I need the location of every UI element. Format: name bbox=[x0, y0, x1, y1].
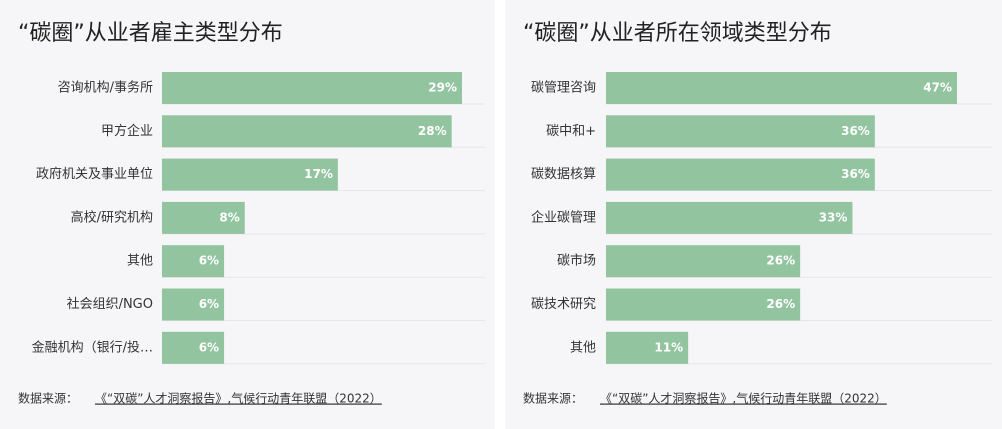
value-label: 26% bbox=[766, 297, 795, 311]
value-label: 6% bbox=[199, 297, 219, 311]
value-label: 6% bbox=[199, 254, 219, 268]
value-label: 17% bbox=[304, 167, 333, 181]
bar bbox=[606, 201, 853, 234]
value-label: 33% bbox=[819, 210, 848, 224]
bar bbox=[162, 245, 225, 278]
category-label: 碳技术研究 bbox=[531, 297, 596, 312]
category-label: 其他 bbox=[127, 254, 153, 269]
category-label: 高校/研究机构 bbox=[71, 209, 153, 225]
value-label: 36% bbox=[841, 167, 870, 181]
value-label: 26% bbox=[766, 254, 795, 268]
value-label: 6% bbox=[199, 340, 219, 354]
source-label: 数据来源： bbox=[18, 391, 78, 406]
bar bbox=[606, 331, 689, 364]
category-label: 咨询机构/事务所 bbox=[58, 80, 153, 96]
value-label: 47% bbox=[923, 81, 952, 95]
bar bbox=[162, 288, 225, 321]
bar bbox=[162, 158, 338, 191]
value-label: 29% bbox=[428, 81, 457, 95]
category-label: 碳数据核算 bbox=[531, 167, 596, 182]
bar bbox=[606, 115, 875, 148]
value-label: 11% bbox=[654, 340, 683, 354]
bar bbox=[162, 72, 462, 104]
category-label: 社会组织/NGO bbox=[67, 296, 153, 312]
chart-title: “碳圈”从业者雇主类型分布 bbox=[18, 21, 283, 46]
category-label: 碳中和+ bbox=[546, 124, 596, 139]
value-label: 28% bbox=[418, 124, 447, 138]
chart-title: “碳圈”从业者所在领域类型分布 bbox=[523, 21, 832, 46]
value-label: 8% bbox=[219, 210, 239, 224]
category-label: 企业碳管理 bbox=[531, 209, 596, 225]
bar bbox=[162, 201, 245, 234]
value-label: 36% bbox=[841, 124, 870, 138]
bar bbox=[606, 72, 957, 104]
category-label: 金融机构（银行/投… bbox=[32, 339, 153, 355]
panel-background bbox=[0, 0, 495, 429]
source-link[interactable]: 《“双碳”人才洞察报告》,气候行动青年联盟（2022） bbox=[95, 391, 382, 406]
bar bbox=[606, 158, 875, 191]
category-label: 政府机关及事业单位 bbox=[36, 167, 153, 182]
source-link[interactable]: 《“双碳”人才洞察报告》,气候行动青年联盟（2022） bbox=[600, 391, 887, 406]
bar bbox=[606, 245, 801, 278]
category-label: 碳管理咨询 bbox=[531, 81, 596, 96]
bar bbox=[162, 331, 225, 364]
bar bbox=[162, 115, 452, 148]
bar bbox=[606, 288, 801, 321]
category-label: 碳市场 bbox=[557, 253, 596, 269]
source-label: 数据来源： bbox=[523, 391, 583, 406]
category-label: 其他 bbox=[570, 340, 596, 355]
category-label: 甲方企业 bbox=[101, 123, 153, 139]
